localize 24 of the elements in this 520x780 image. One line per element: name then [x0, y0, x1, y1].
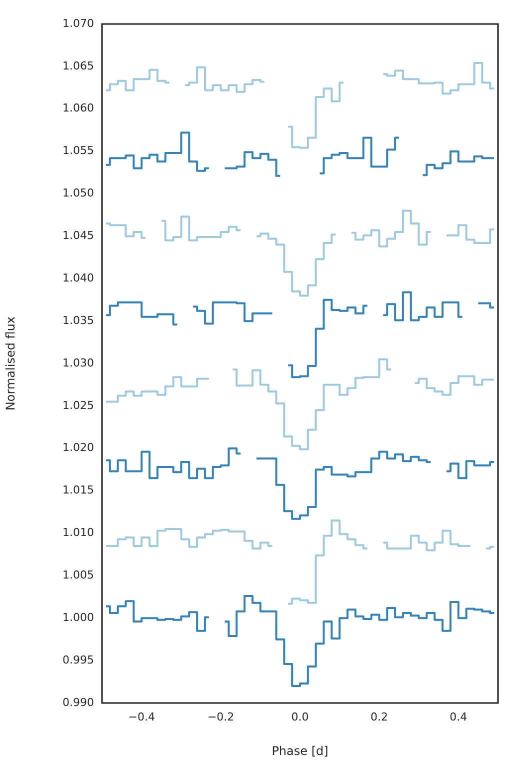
- y-tick-label: 1.030: [62, 356, 94, 370]
- y-tick-label: 1.040: [62, 271, 94, 284]
- y-tick-label: 1.015: [62, 484, 94, 497]
- x-tick-label: −0.4: [128, 710, 155, 724]
- y-tick-label: 0.995: [62, 653, 94, 666]
- x-tick-label: 0.4: [450, 710, 468, 724]
- y-tick-label: 1.000: [62, 610, 94, 624]
- y-tick-label: 1.025: [62, 398, 94, 412]
- y-tick-label: 1.045: [62, 229, 94, 242]
- y-tick-label: 1.055: [62, 144, 94, 158]
- y-tick-label: 1.070: [62, 16, 94, 30]
- x-tick-label: 0.2: [370, 710, 388, 724]
- y-tick-label: 0.990: [62, 696, 94, 709]
- y-tick-label: 1.065: [62, 59, 94, 72]
- y-tick-label: 1.020: [62, 441, 94, 454]
- y-tick-label: 1.035: [62, 314, 94, 327]
- x-axis-title: Phase [d]: [272, 744, 328, 758]
- x-tick-label: 0.0: [291, 710, 309, 724]
- y-axis-title: Normalised flux: [3, 316, 18, 411]
- x-tick-label: −0.2: [207, 710, 234, 724]
- y-tick-label: 1.060: [62, 102, 94, 115]
- y-tick-label: 1.050: [62, 186, 94, 200]
- y-tick-label: 1.010: [62, 526, 94, 540]
- y-tick-label: 1.005: [62, 568, 94, 582]
